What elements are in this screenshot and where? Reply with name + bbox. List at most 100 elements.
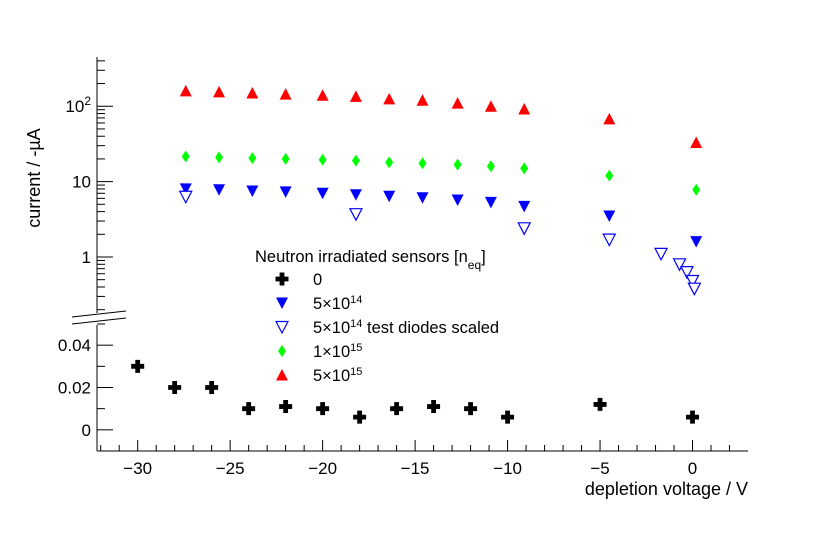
x-tick-label: −15 bbox=[401, 459, 430, 478]
data-marks bbox=[131, 84, 703, 424]
data-point bbox=[179, 84, 192, 97]
data-point bbox=[248, 152, 257, 165]
data-point bbox=[131, 359, 145, 373]
data-point bbox=[181, 150, 190, 163]
series-1 bbox=[179, 183, 703, 248]
data-point bbox=[281, 152, 290, 165]
legend-marker bbox=[275, 320, 289, 335]
data-point bbox=[451, 194, 464, 207]
data-point bbox=[685, 274, 700, 289]
series-2 bbox=[178, 190, 702, 296]
data-point bbox=[318, 153, 327, 166]
series-3 bbox=[181, 150, 701, 196]
legend-items: 0 5×1014 5×1014 test diodes scaled 1×1015 5×… bbox=[275, 271, 499, 385]
legend-title: Neutron irradiated sensors [neq] bbox=[255, 248, 486, 272]
x-tick-label: −10 bbox=[493, 459, 522, 478]
legend-item: 5×1014 bbox=[276, 294, 362, 313]
data-point bbox=[687, 282, 702, 296]
data-point bbox=[501, 410, 515, 424]
legend-item: 1×1015 bbox=[278, 342, 362, 361]
data-point bbox=[603, 210, 616, 222]
y-tick-label: 10 bbox=[72, 173, 91, 192]
legend-item: 5×1014 test diodes scaled bbox=[275, 318, 499, 337]
data-point bbox=[348, 208, 363, 222]
data-point bbox=[168, 381, 182, 394]
legend-item: 0 bbox=[275, 271, 322, 289]
data-point bbox=[179, 183, 192, 195]
y-ticks-lower: 0 0.02 0.04 bbox=[58, 323, 113, 452]
y-axis-title: current / -µA bbox=[24, 128, 44, 227]
data-point bbox=[390, 402, 404, 416]
data-point bbox=[484, 196, 497, 209]
data-point bbox=[279, 400, 293, 414]
y-tick-label: 0.02 bbox=[58, 379, 91, 398]
x-tick-label: −30 bbox=[123, 459, 152, 478]
data-point bbox=[213, 184, 226, 196]
y-tick-label: 0 bbox=[82, 421, 91, 440]
data-point bbox=[246, 86, 259, 99]
legend-label: 1×1015 bbox=[313, 342, 362, 361]
legend-label: 5×1014 bbox=[313, 294, 362, 313]
y-ticks-upper: 1 10 102 bbox=[65, 60, 113, 311]
data-point bbox=[349, 189, 362, 201]
x-ticks: −30 −25 −20 −15 −10 −5 0 bbox=[100, 440, 731, 478]
legend-item: 5×1015 bbox=[276, 366, 362, 385]
data-point bbox=[385, 156, 394, 169]
x-tick-label: −20 bbox=[308, 459, 337, 478]
data-point bbox=[316, 402, 330, 416]
data-point bbox=[605, 169, 614, 182]
data-point bbox=[246, 185, 259, 198]
data-point bbox=[520, 162, 529, 175]
data-point bbox=[427, 400, 441, 414]
axis-break-marker bbox=[70, 310, 130, 325]
x-tick-label: −5 bbox=[590, 459, 609, 478]
data-point bbox=[349, 90, 362, 102]
data-point bbox=[353, 410, 367, 424]
data-point bbox=[418, 157, 427, 170]
data-point bbox=[486, 160, 495, 173]
data-point bbox=[686, 410, 700, 424]
data-point bbox=[464, 402, 478, 416]
legend-marker bbox=[278, 345, 286, 357]
legend-marker bbox=[275, 272, 289, 286]
data-point bbox=[690, 236, 703, 248]
legend-label: 0 bbox=[313, 271, 322, 289]
data-point bbox=[279, 88, 292, 100]
legend-label: 5×1014 test diodes scaled bbox=[313, 318, 499, 337]
data-point bbox=[517, 222, 532, 236]
data-point bbox=[383, 92, 396, 105]
data-point bbox=[316, 89, 329, 101]
x-axis-title: depletion voltage / V bbox=[585, 479, 748, 499]
x-tick-label: 0 bbox=[688, 459, 697, 478]
data-point bbox=[692, 183, 701, 196]
data-point bbox=[279, 186, 292, 198]
data-point bbox=[679, 266, 694, 280]
legend-marker bbox=[276, 369, 288, 381]
data-point bbox=[690, 136, 703, 149]
data-point bbox=[351, 154, 360, 167]
data-point bbox=[602, 233, 617, 247]
data-point bbox=[316, 187, 329, 200]
data-point bbox=[451, 97, 464, 109]
data-point bbox=[518, 200, 531, 213]
y-tick-label: 102 bbox=[65, 94, 91, 116]
data-point bbox=[484, 100, 497, 112]
data-point bbox=[416, 192, 429, 204]
data-point bbox=[383, 190, 396, 203]
data-point bbox=[603, 112, 616, 125]
data-point bbox=[213, 85, 226, 98]
y-tick-label: 1 bbox=[82, 248, 91, 267]
legend-marker bbox=[276, 297, 288, 309]
data-point bbox=[453, 158, 462, 171]
series-0 bbox=[131, 359, 700, 424]
data-point bbox=[178, 190, 193, 205]
data-point bbox=[215, 151, 224, 164]
data-point bbox=[242, 402, 256, 416]
legend: Neutron irradiated sensors [neq] 0 5×1014… bbox=[255, 248, 499, 385]
series-4 bbox=[179, 84, 703, 149]
data-point bbox=[416, 94, 429, 106]
data-point bbox=[593, 397, 607, 411]
data-point bbox=[672, 258, 687, 272]
data-point bbox=[205, 381, 219, 394]
